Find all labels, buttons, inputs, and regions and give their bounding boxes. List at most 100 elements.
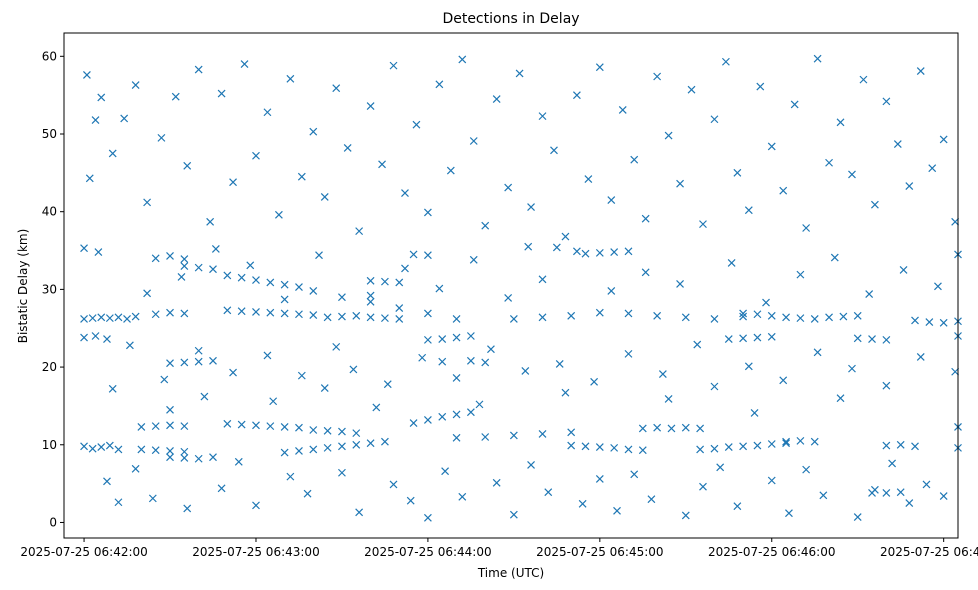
data-point (209, 356, 217, 365)
data-point (252, 151, 260, 160)
data-point (647, 495, 656, 504)
data-point (853, 311, 862, 320)
data-point (80, 244, 88, 253)
data-point (538, 112, 547, 121)
data-point (366, 297, 375, 306)
data-point (418, 353, 427, 362)
y-tick-label: 10 (42, 438, 57, 452)
data-point (423, 251, 432, 260)
data-point (839, 312, 848, 321)
data-point (295, 310, 303, 319)
data-point (836, 118, 845, 127)
data-point (882, 97, 891, 106)
data-point (911, 442, 919, 451)
data-point (423, 513, 432, 522)
data-point (229, 178, 237, 187)
data-point (882, 381, 891, 390)
data-point (105, 314, 114, 323)
data-point (624, 309, 633, 318)
y-axis-ticks: 0 10 20 30 40 50 60 (42, 49, 64, 529)
data-point (349, 365, 358, 374)
data-point (524, 242, 533, 251)
data-point (509, 314, 518, 323)
data-point (323, 313, 332, 322)
data-point (332, 342, 341, 351)
x-axis-ticks: 2025-07-25 06:42:00 2025-07-25 06:43:00 20… (20, 538, 978, 559)
data-point (951, 217, 960, 226)
data-point (630, 155, 639, 164)
data-point (180, 358, 189, 367)
data-point (380, 314, 389, 323)
data-point (630, 470, 639, 479)
data-point (638, 424, 647, 433)
data-point (237, 420, 246, 429)
data-point (492, 478, 501, 487)
data-point (274, 210, 283, 219)
plot-frame (63, 32, 959, 539)
data-point (338, 442, 346, 451)
data-point (166, 405, 174, 414)
data-points (80, 54, 962, 522)
data-point (206, 217, 215, 226)
data-point (782, 439, 791, 448)
data-point (297, 172, 306, 181)
data-point (323, 443, 332, 452)
data-point (870, 200, 879, 209)
data-point (733, 168, 742, 177)
y-tick-label: 40 (42, 205, 57, 219)
data-point (338, 427, 346, 436)
data-point (572, 247, 581, 256)
data-point (194, 65, 203, 74)
data-point (848, 364, 856, 373)
data-point (584, 175, 593, 183)
data-point (681, 511, 690, 520)
data-point (504, 183, 513, 192)
data-point (896, 440, 905, 449)
data-point (125, 341, 134, 350)
data-point (423, 335, 432, 344)
data-point (693, 340, 702, 349)
data-point (581, 442, 590, 451)
data-point (280, 448, 289, 457)
data-point (739, 442, 748, 451)
data-point (802, 224, 811, 232)
data-point (458, 55, 467, 64)
data-point (578, 499, 587, 508)
data-point (581, 249, 590, 258)
data-point (91, 116, 100, 124)
data-point (716, 463, 725, 472)
data-point (466, 408, 475, 417)
data-point (610, 248, 619, 257)
data-point (103, 477, 111, 486)
data-point (911, 316, 919, 325)
data-point (796, 436, 805, 445)
data-point (552, 243, 561, 252)
data-point (595, 475, 604, 483)
data-point (435, 80, 444, 89)
data-point (91, 332, 100, 340)
data-point (166, 308, 174, 317)
data-point (527, 461, 535, 469)
data-point (888, 459, 897, 468)
data-point (466, 332, 475, 340)
data-point (114, 498, 123, 507)
data-point (458, 492, 467, 501)
data-point (266, 308, 275, 317)
data-point (143, 198, 152, 207)
data-point (352, 311, 361, 320)
data-point (252, 276, 260, 284)
x-tick-label: 2025-07-25 06:45:00 (536, 545, 663, 559)
data-point (103, 335, 111, 344)
data-point (595, 63, 604, 72)
data-point (309, 311, 318, 319)
data-point (727, 259, 736, 267)
data-point (237, 273, 246, 282)
data-point (928, 164, 937, 173)
y-tick-label: 60 (42, 49, 57, 63)
data-point (295, 283, 303, 291)
data-point (739, 334, 748, 343)
data-point (696, 424, 705, 433)
data-point (595, 308, 604, 317)
data-point (194, 454, 203, 463)
